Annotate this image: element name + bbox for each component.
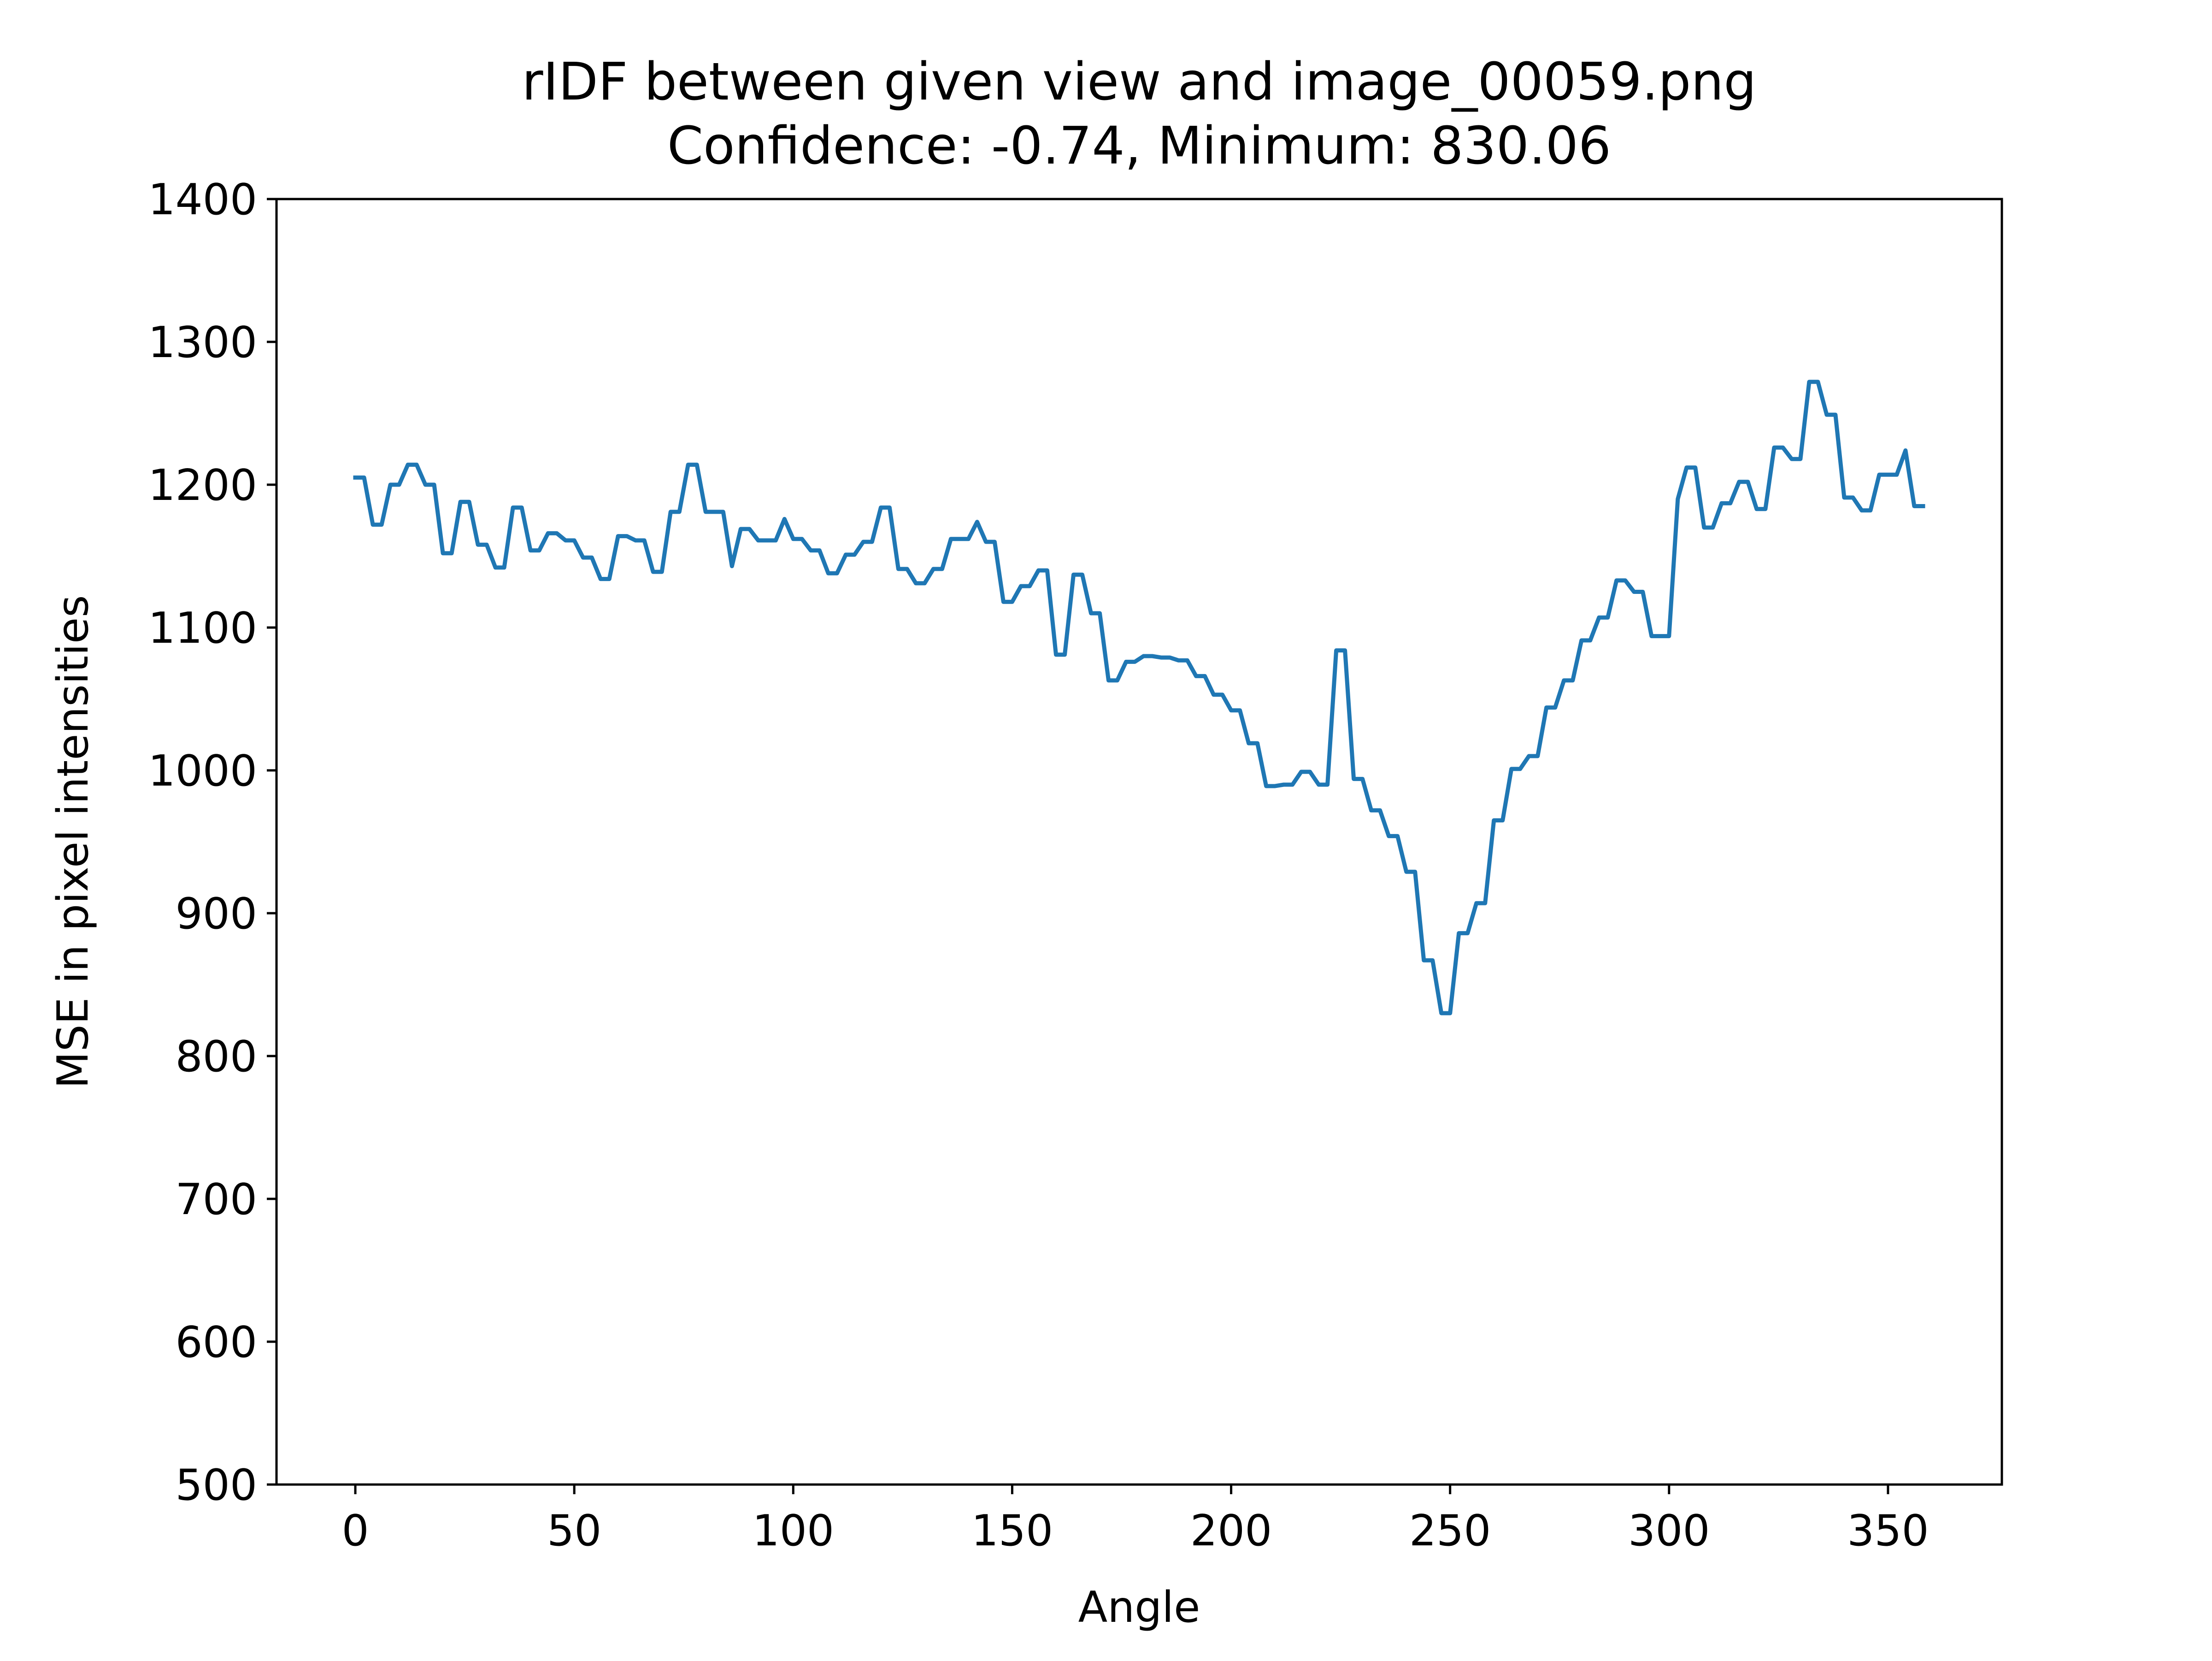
x-tick-label: 250 — [1409, 1506, 1491, 1555]
y-tick-label: 500 — [175, 1460, 257, 1510]
x-tick-label: 50 — [547, 1506, 601, 1555]
y-tick-label: 600 — [175, 1317, 257, 1367]
x-tick-label: 350 — [1847, 1506, 1929, 1555]
y-tick-label: 900 — [175, 889, 257, 939]
y-tick-label: 1000 — [148, 746, 257, 796]
x-tick-label: 200 — [1190, 1506, 1272, 1555]
y-axis-label: MSE in pixel intensities — [48, 595, 98, 1088]
x-axis-label: Angle — [1078, 1582, 1200, 1632]
x-tick-label: 0 — [341, 1506, 369, 1555]
chart-subtitle: Confidence: -0.74, Minimum: 830.06 — [667, 116, 1611, 176]
y-tick-label: 1400 — [148, 175, 257, 224]
y-tick-label: 1300 — [148, 317, 257, 367]
y-tick-label: 1200 — [148, 460, 257, 510]
y-tick-label: 800 — [175, 1032, 257, 1081]
x-tick-label: 100 — [753, 1506, 835, 1555]
y-tick-label: 1100 — [148, 603, 257, 653]
x-tick-label: 150 — [971, 1506, 1053, 1555]
x-tick-label: 300 — [1628, 1506, 1710, 1555]
chart-title: rIDF between given view and image_00059.… — [522, 52, 1757, 112]
y-tick-label: 700 — [175, 1174, 257, 1224]
